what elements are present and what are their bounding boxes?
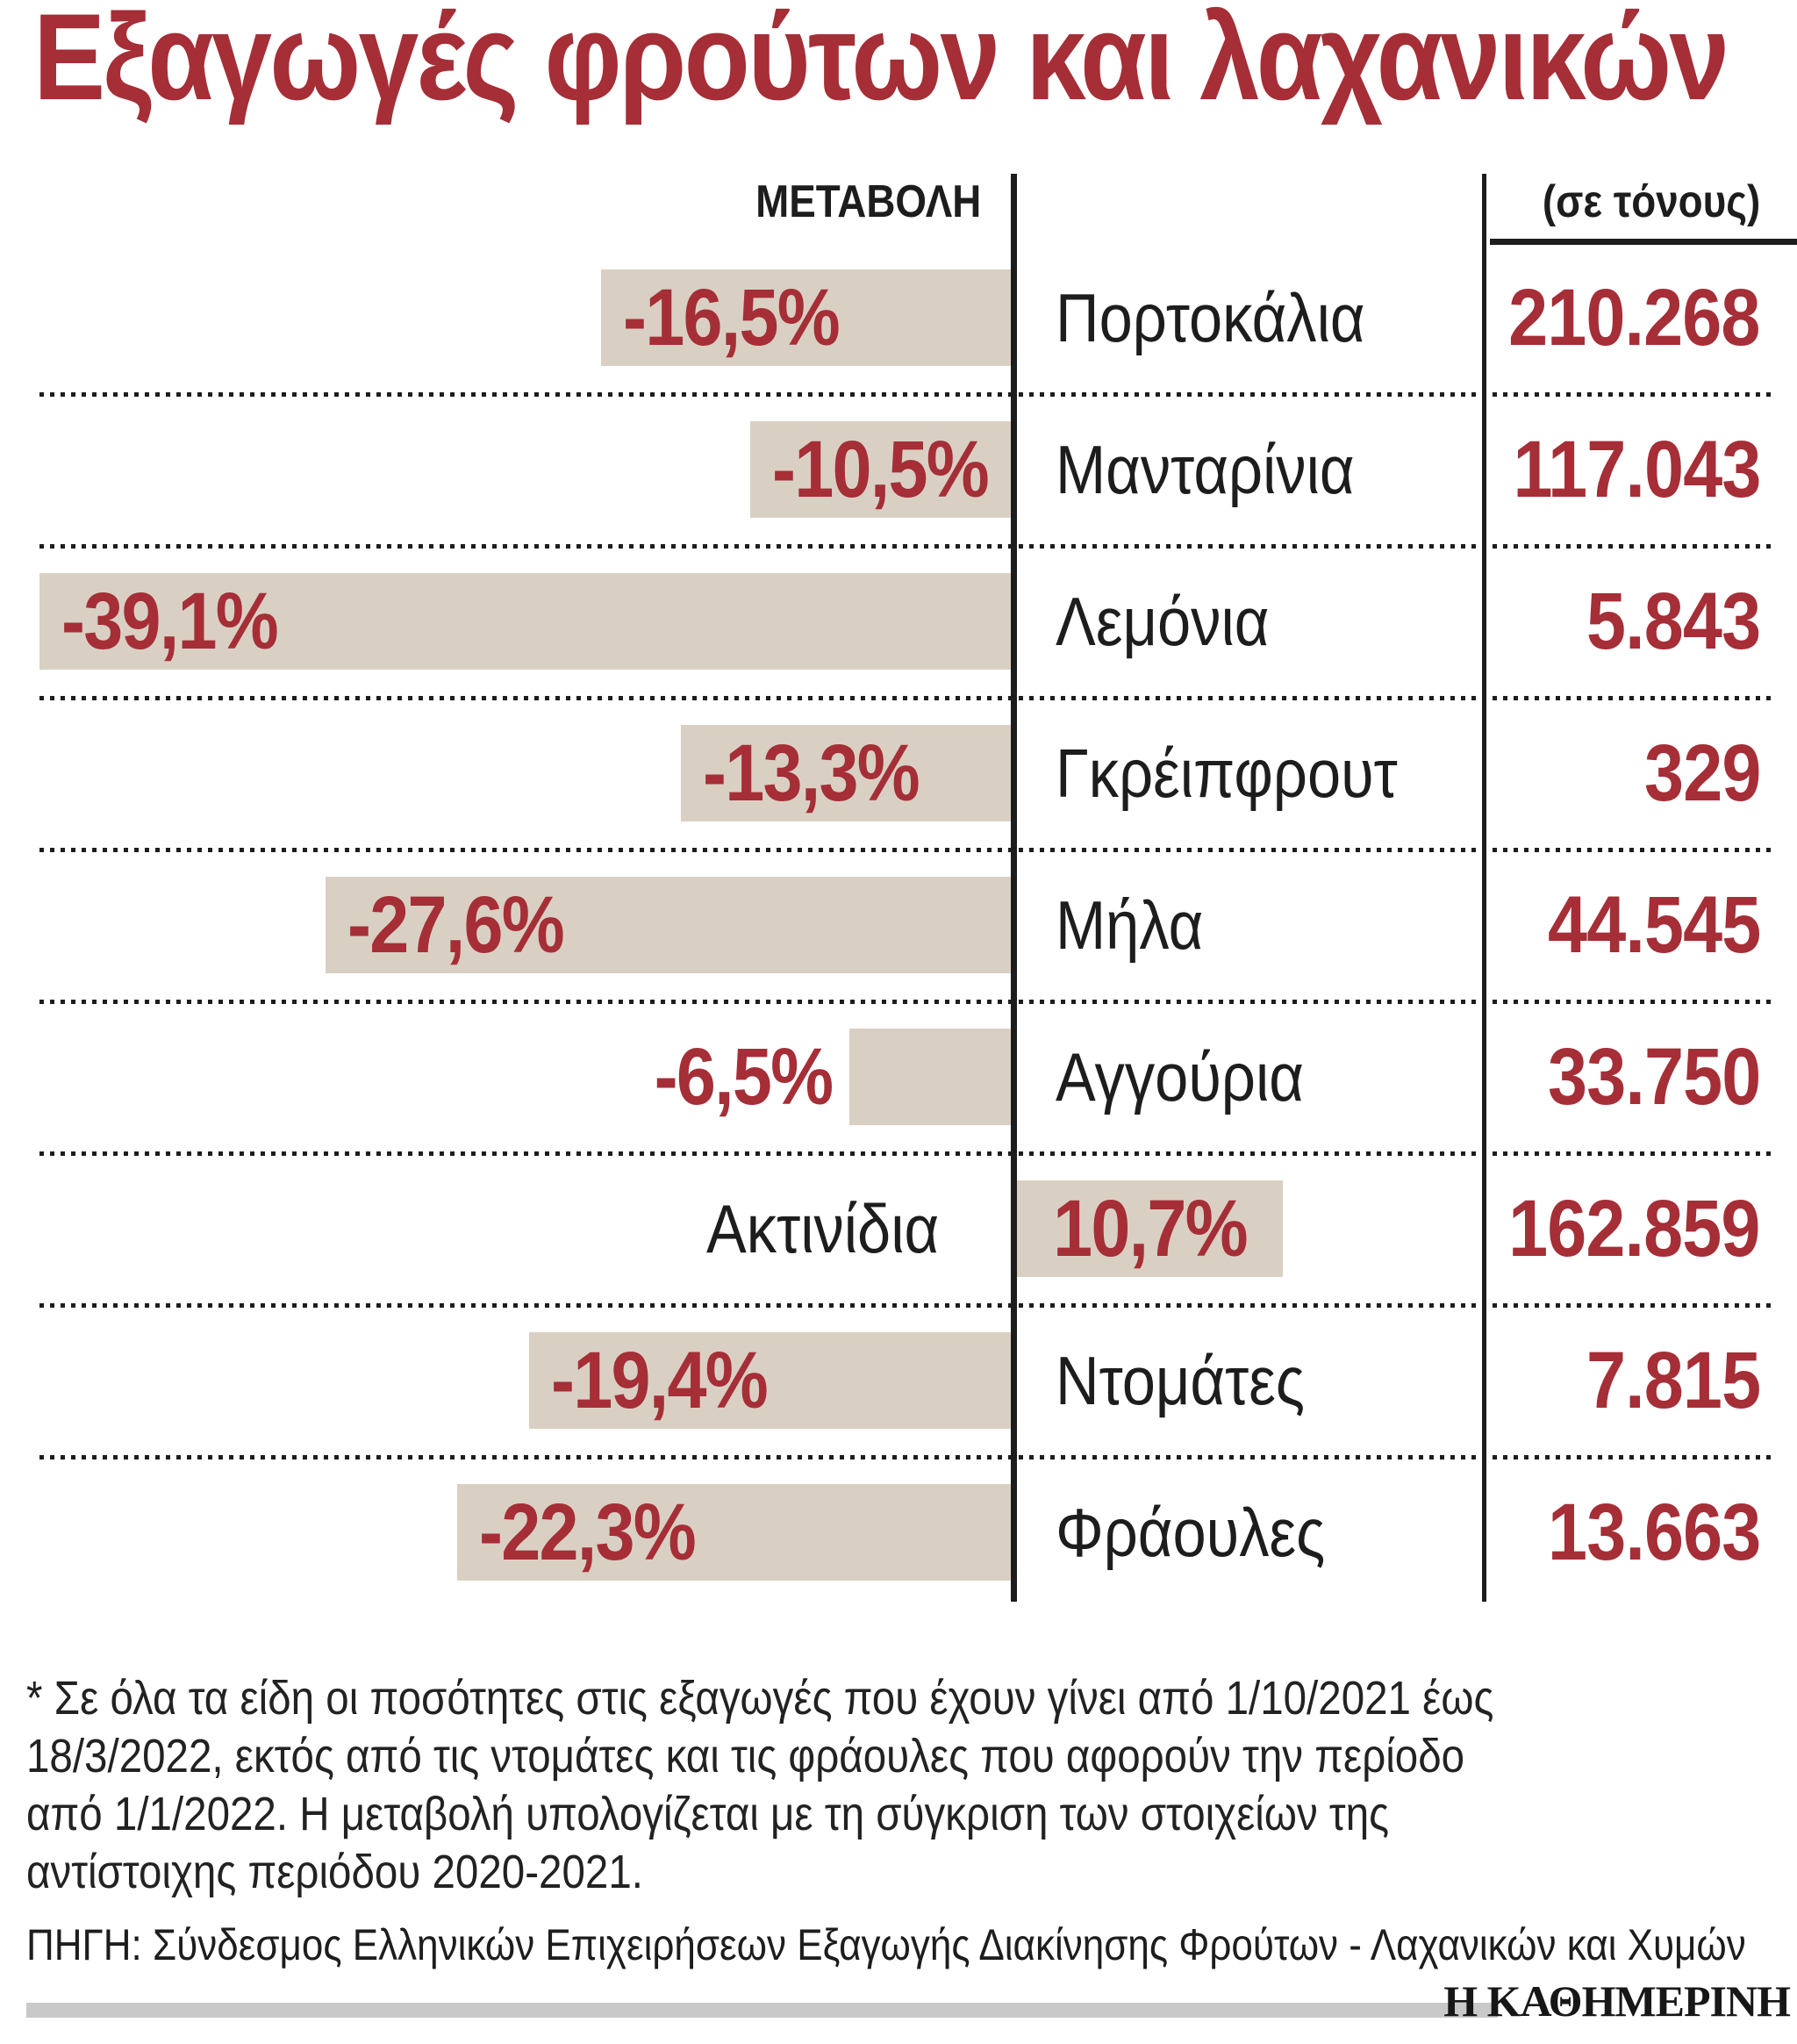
change-value-label: -16,5% <box>623 273 841 362</box>
item-label: Ακτινίδια <box>705 1190 939 1267</box>
chart-row: -10,5% Μανταρίνια 117.043 <box>0 394 1797 546</box>
unit-header-underline <box>1490 239 1797 245</box>
row-separator-dotted-line <box>39 544 1777 549</box>
column-header-change: ΜΕΤΑΒΟΛΗ <box>755 176 981 227</box>
value-column-divider-line <box>1482 174 1486 1602</box>
row-separator-dotted-line <box>39 1151 1777 1156</box>
row-separator-dotted-line <box>39 696 1777 700</box>
item-label: Λεμόνια <box>1056 583 1270 660</box>
change-bar <box>39 573 1011 670</box>
page-title: Εξαγωγές φρούτων και λαχανικών <box>33 0 1729 126</box>
change-value-label: 10,7% <box>1053 1184 1249 1273</box>
brand-logo-kathimerini: Η ΚΑΘΗΜΕΡΙΝΗ <box>1443 1976 1791 2026</box>
footnote-line: * Σε όλα τα είδη οι ποσότητες στις εξαγω… <box>26 1672 1494 1725</box>
change-bar <box>750 421 1011 518</box>
change-value-label: -6,5% <box>654 1032 833 1122</box>
item-label: Μανταρίνια <box>1056 431 1355 508</box>
center-axis-line <box>1011 174 1017 1602</box>
change-value-label: -27,6% <box>347 880 565 970</box>
tonnes-value: 5.843 <box>1586 577 1761 666</box>
change-bar <box>681 725 1011 821</box>
row-separator-dotted-line <box>39 1000 1777 1004</box>
row-separator-dotted-line <box>39 1303 1777 1308</box>
chart-row: -22,3% Φράουλες 13.663 <box>0 1457 1797 1609</box>
column-header-unit: (σε τόνους) <box>1542 176 1760 227</box>
footnote-line: αντίστοιχης περιόδου 2020-2021. <box>26 1846 643 1898</box>
chart-row: -13,3% Γκρέιπφρουτ 329 <box>0 698 1797 850</box>
footnote-line: 18/3/2022, εκτός από τις ντομάτες και τι… <box>26 1730 1465 1782</box>
item-label: Γκρέιπφρουτ <box>1056 735 1398 812</box>
change-bar <box>529 1332 1011 1429</box>
change-bar <box>601 269 1011 366</box>
change-value-label: -19,4% <box>551 1336 769 1425</box>
change-value-label: -10,5% <box>772 425 990 514</box>
chart-row: 10,7% Ακτινίδια 162.859 <box>0 1153 1797 1305</box>
change-bar <box>1017 1180 1283 1277</box>
footnote-line: από 1/1/2022. Η μεταβολή υπολογίζεται με… <box>26 1788 1390 1840</box>
footnote: * Σε όλα τα είδη οι ποσότητες στις εξαγω… <box>26 1669 1493 1901</box>
item-label: Μήλα <box>1056 886 1204 964</box>
row-separator-dotted-line <box>39 848 1777 852</box>
change-bar <box>457 1484 1011 1581</box>
change-value-label: -39,1% <box>61 577 279 666</box>
item-label: Αγγούρια <box>1056 1038 1304 1115</box>
change-bar <box>326 877 1011 973</box>
tonnes-value: 210.268 <box>1508 273 1761 362</box>
tonnes-value: 117.043 <box>1512 425 1761 514</box>
item-label: Ντομάτες <box>1056 1342 1305 1419</box>
chart-row: -39,1% Λεμόνια 5.843 <box>0 546 1797 698</box>
item-label: Φράουλες <box>1056 1494 1326 1571</box>
tonnes-value: 33.750 <box>1547 1032 1761 1122</box>
change-value-label: -22,3% <box>479 1488 697 1577</box>
chart-row: -6,5% Αγγούρια 33.750 <box>0 1001 1797 1153</box>
tonnes-value: 7.815 <box>1586 1336 1761 1425</box>
chart-row: -16,5% Πορτοκάλια 210.268 <box>0 242 1797 394</box>
chart-row: -27,6% Μήλα 44.545 <box>0 850 1797 1001</box>
brand-divider-bar <box>26 2003 1498 2018</box>
change-bar <box>849 1029 1011 1125</box>
tonnes-value: 13.663 <box>1547 1488 1761 1577</box>
row-separator-dotted-line <box>39 1455 1777 1459</box>
chart-row: -19,4% Ντομάτες 7.815 <box>0 1305 1797 1457</box>
source-credit: ΠΗΓΗ: Σύνδεσμος Ελληνικών Επιχειρήσεων Ε… <box>26 1920 1746 1969</box>
tonnes-value: 329 <box>1643 728 1761 818</box>
tonnes-value: 162.859 <box>1508 1184 1761 1273</box>
change-value-label: -13,3% <box>703 728 920 818</box>
tonnes-value: 44.545 <box>1547 880 1761 970</box>
item-label: Πορτοκάλια <box>1056 279 1365 356</box>
row-separator-dotted-line <box>39 392 1777 397</box>
